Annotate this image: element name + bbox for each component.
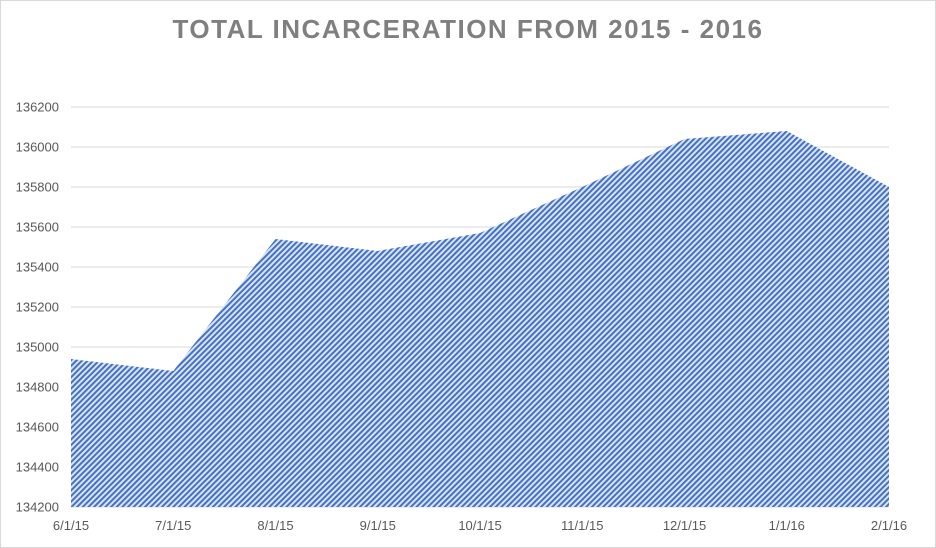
x-tick-label: 7/1/15 xyxy=(155,518,191,533)
x-tick-label: 2/1/16 xyxy=(871,518,907,533)
y-tick-label: 134400 xyxy=(16,460,59,475)
x-tick-label: 6/1/15 xyxy=(53,518,89,533)
x-tick-label: 12/1/15 xyxy=(663,518,706,533)
x-tick-label: 11/1/15 xyxy=(561,518,603,533)
y-tick-label: 134200 xyxy=(16,500,59,515)
area-series xyxy=(71,131,889,507)
y-tick-label: 136200 xyxy=(16,100,59,115)
y-tick-label: 136000 xyxy=(16,140,59,155)
x-tick-label: 1/1/16 xyxy=(769,518,805,533)
x-tick-label: 9/1/15 xyxy=(360,518,396,533)
y-tick-label: 135800 xyxy=(16,180,59,195)
x-tick-label: 8/1/15 xyxy=(257,518,293,533)
y-tick-label: 134800 xyxy=(16,380,59,395)
y-tick-label: 135600 xyxy=(16,220,59,235)
y-tick-label: 135000 xyxy=(16,340,59,355)
x-tick-label: 10/1/15 xyxy=(458,518,501,533)
y-tick-label: 135200 xyxy=(16,300,59,315)
chart-title: TOTAL INCARCERATION FROM 2015 - 2016 xyxy=(172,14,764,44)
y-tick-label: 135400 xyxy=(16,260,59,275)
y-tick-label: 134600 xyxy=(16,420,59,435)
